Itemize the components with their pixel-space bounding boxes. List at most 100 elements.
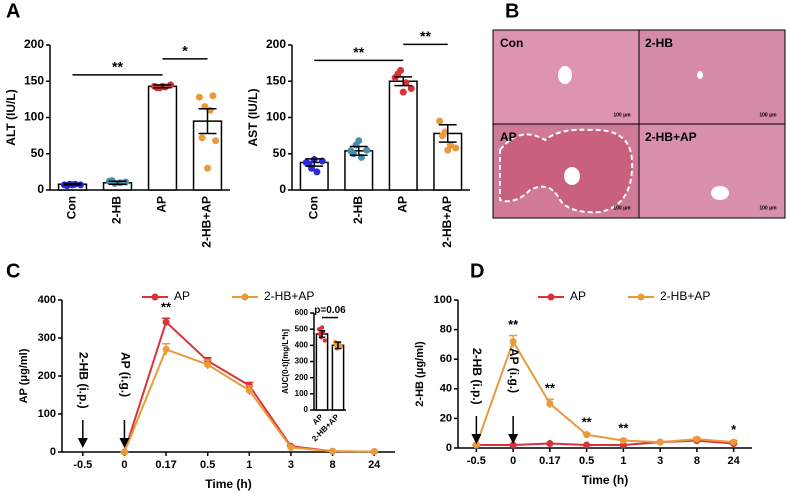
x-tick-label: -0.5 (73, 459, 92, 471)
bar (331, 344, 345, 411)
x-tick-label: 0.5 (579, 455, 594, 467)
x-tick-label: Con (306, 196, 320, 219)
data-point (394, 70, 402, 78)
data-point (209, 92, 217, 100)
arrow-head (508, 434, 519, 444)
x-tick-label: Con (65, 196, 79, 219)
y-tick-label: 0 (279, 182, 286, 196)
x-tick-label: 1 (246, 459, 252, 471)
bar (315, 333, 329, 411)
legend-marker (151, 293, 159, 301)
x-tick-label: 24 (368, 459, 381, 471)
data-point (407, 85, 415, 92)
y-tick-label: 200 (38, 370, 56, 382)
y-tick-label: 100 (266, 110, 286, 124)
x-tick-label: 0.17 (155, 459, 176, 471)
y-tick-label: 400 (38, 294, 56, 306)
data-point (402, 79, 410, 87)
scale-bar: 100 μm (759, 112, 777, 118)
x-axis-label: Time (h) (582, 473, 628, 487)
bar (147, 85, 178, 191)
scale-bar: 100 μm (759, 205, 777, 211)
x-tick-label: 2-HB+AP (200, 196, 214, 248)
series-line (475, 339, 734, 446)
tissue (639, 124, 785, 218)
y-tick-label: 200 (295, 373, 309, 382)
series-point (583, 441, 591, 449)
x-tick-label: 2-HB+AP (440, 196, 454, 248)
arrow-head (119, 438, 130, 448)
image-label: Con (500, 36, 523, 50)
y-tick-label: 600 (295, 308, 309, 317)
y-axis-label: ALT (IU/L) (4, 89, 18, 145)
significance: ** (618, 421, 629, 436)
vein (711, 186, 729, 200)
data-point (355, 137, 363, 145)
x-tick-label: 0 (121, 459, 127, 471)
y-tick-label: 40 (440, 383, 452, 395)
significance: p=0.06 (314, 305, 346, 316)
y-tick-label: 200 (266, 37, 286, 51)
y-tick-label: 100 (434, 294, 452, 306)
y-axis-label: AST (IU/L) (246, 89, 260, 147)
arrow-label: 2-HB (i.p.) (470, 348, 484, 405)
bar (388, 80, 418, 191)
y-tick-label: 60 (440, 353, 452, 365)
y-tick-label: 150 (24, 73, 44, 87)
series-point (120, 448, 128, 456)
scale-bar: 100 μm (613, 112, 631, 118)
y-axis-label: AUC(0-t)[mg/L*h] (281, 329, 290, 394)
x-tick-label: 0.17 (539, 455, 560, 467)
arrow-label: 2-HB (i.p.) (77, 352, 91, 409)
significance: ** (112, 59, 123, 75)
x-tick-label: 3 (288, 459, 294, 471)
significance: * (731, 422, 737, 437)
series-point (546, 400, 554, 408)
scale-bar: 100 μm (613, 205, 631, 211)
x-tick-label: AP (155, 196, 169, 213)
y-tick-label: 20 (440, 412, 452, 424)
data-point (322, 338, 328, 343)
series-point (245, 386, 253, 394)
y-axis-label: 2-HB (μg/ml) (414, 341, 426, 407)
significance: * (182, 43, 188, 59)
vein (558, 66, 572, 84)
data-point (313, 168, 321, 176)
series-point (730, 438, 738, 446)
data-point (204, 164, 211, 172)
series-point (619, 437, 627, 445)
panel-label: C (6, 260, 20, 282)
y-tick-label: 100 (295, 389, 309, 398)
y-tick-label: 400 (295, 340, 309, 349)
legend-label: 2-HB+AP (264, 289, 314, 303)
panel-label: B (505, 0, 519, 22)
data-point (319, 325, 325, 330)
image-label: 2-HB+AP (645, 130, 697, 144)
histology: Con 2-HB AP 2-HB+AP 100 μm 100 μm 100 μm… (492, 29, 786, 219)
significance: ** (545, 381, 556, 396)
frame (492, 29, 786, 219)
panel-label: D (470, 260, 484, 282)
legend-marker (241, 293, 249, 301)
y-tick-label: 300 (295, 357, 309, 366)
image-label: AP (500, 130, 517, 144)
y-tick-label: 80 (440, 324, 452, 336)
y-tick-label: 500 (295, 324, 309, 333)
legend-label: AP (174, 289, 190, 303)
arrow-head (77, 438, 88, 448)
legend-label: AP (570, 289, 586, 303)
x-tick-label: 0 (510, 455, 516, 467)
legend-marker (637, 293, 645, 301)
significance: ** (161, 300, 172, 315)
series-point (693, 435, 701, 443)
x-tick-label: 3 (657, 455, 663, 467)
series-point (162, 318, 170, 326)
x-tick-label: 2-HB (110, 196, 124, 224)
y-tick-label: 0 (50, 446, 56, 458)
series-point (329, 447, 337, 455)
data-point (198, 134, 206, 142)
image-label: 2-HB (645, 36, 673, 50)
vein (564, 167, 580, 185)
y-tick-label: 150 (266, 73, 286, 87)
